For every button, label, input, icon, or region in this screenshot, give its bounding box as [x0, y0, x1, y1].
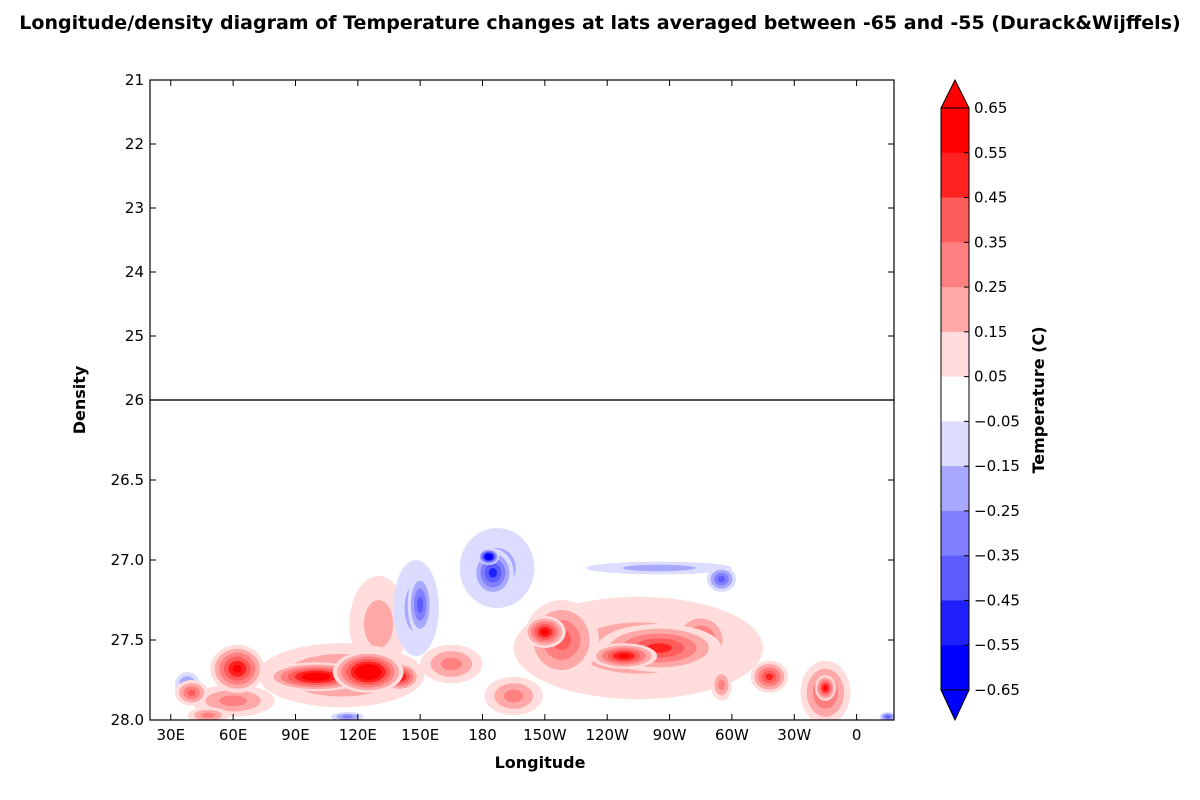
colorbar-label: Temperature (C)	[1029, 326, 1048, 473]
x-tick-label: 120E	[339, 726, 377, 744]
y-tick-label: 22	[125, 135, 144, 153]
y-tick-label: 27.0	[111, 551, 144, 569]
y-tick-label: 24	[125, 263, 144, 281]
x-tick-label: 30E	[156, 726, 185, 744]
contour-band	[341, 715, 353, 719]
colorbar-tick-label: 0.65	[974, 99, 1007, 117]
y-tick-label: 28.0	[111, 711, 144, 729]
chart-title: Longitude/density diagram of Temperature…	[19, 12, 1181, 34]
colorbar-tick-label: 0.55	[974, 144, 1007, 162]
contour-band	[309, 674, 324, 679]
temperature-field	[174, 528, 894, 720]
colorbar-band	[941, 331, 969, 378]
x-tick-label: 120W	[585, 726, 629, 744]
colorbar-band	[941, 152, 969, 199]
contour-band	[219, 695, 247, 707]
colorbar-tick-label: 0.45	[974, 189, 1007, 207]
contour-band	[201, 712, 216, 718]
colorbar-tick-label: 0.35	[974, 233, 1007, 251]
colorbar-tick-label: 0.25	[974, 278, 1007, 296]
y-tick-label: 26.5	[111, 471, 144, 489]
colorbar-tick-label: −0.45	[974, 591, 1020, 609]
contour-band	[364, 600, 394, 648]
colorbar-band	[941, 287, 969, 333]
colorbar-extend-top	[940, 78, 970, 109]
contour-band	[765, 673, 774, 680]
x-axis-label: Longitude	[495, 753, 586, 772]
colorbar-band	[941, 466, 969, 512]
x-tick-label: 0	[852, 726, 862, 744]
colorbar-extend-bottom	[940, 689, 970, 722]
colorbar-tick-label: 0.05	[974, 368, 1007, 386]
y-tick-label: 26	[125, 391, 144, 409]
contour-band	[232, 664, 242, 673]
colorbar-tick-label: 0.15	[974, 323, 1007, 341]
x-tick-label: 150W	[523, 726, 567, 744]
x-tick-label: 60E	[219, 726, 248, 744]
colorbar: 0.65 0.55 0.45 0.35 0.25 0.15 0.05 −0.05 −0.15 −0…	[940, 78, 1020, 722]
x-tick-label: 90E	[281, 726, 310, 744]
y-tick-label: 21	[125, 71, 144, 89]
contour-band	[488, 568, 498, 578]
colorbar-band	[941, 376, 969, 422]
contour-band	[487, 555, 491, 558]
colorbar-tick-label: −0.35	[974, 547, 1020, 565]
y-axis-label: Density	[70, 365, 89, 434]
contour-band	[417, 596, 424, 613]
colorbar-tick-label: −0.65	[974, 681, 1020, 699]
colorbar-band	[941, 108, 969, 154]
colorbar-band	[941, 600, 969, 646]
colorbar-tick-label: −0.05	[974, 412, 1020, 430]
colorbar-band	[941, 555, 969, 601]
colorbar-band	[941, 510, 969, 557]
x-tick-label: 60W	[715, 726, 749, 744]
contour-band	[363, 669, 373, 675]
colorbar-frame	[940, 107, 970, 691]
colorbar-band	[941, 645, 969, 691]
y-tick-label: 25	[125, 327, 144, 345]
y-tick-label: 27.5	[111, 631, 144, 649]
contour-band	[885, 715, 890, 718]
contour-band	[503, 689, 524, 703]
colorbar-tick-label: −0.25	[974, 502, 1020, 520]
x-tick-label: 180	[468, 726, 497, 744]
upper-panel-frame	[149, 79, 895, 401]
x-tick-label: 150E	[401, 726, 439, 744]
contour-band	[717, 576, 726, 583]
contour-band	[541, 629, 549, 635]
x-tick-label: 90W	[653, 726, 687, 744]
y-tick-label: 23	[125, 199, 144, 217]
contour-band	[187, 689, 196, 696]
contour-band	[622, 564, 696, 572]
colorbar-tick-label: −0.15	[974, 457, 1020, 475]
colorbar-tick-label: −0.55	[974, 636, 1020, 654]
axes: 21 22 23 24 25 26 26.5 27.0 27.5 28.0 30E 60E 90E 120…	[111, 71, 895, 744]
contour-band	[718, 679, 725, 691]
contour-band	[618, 653, 630, 659]
colorbar-band	[941, 421, 969, 467]
contour-band	[440, 657, 462, 671]
colorbar-band	[941, 197, 969, 243]
colorbar-band	[941, 242, 969, 288]
contour-band	[823, 685, 828, 691]
x-tick-label: 30W	[777, 726, 811, 744]
